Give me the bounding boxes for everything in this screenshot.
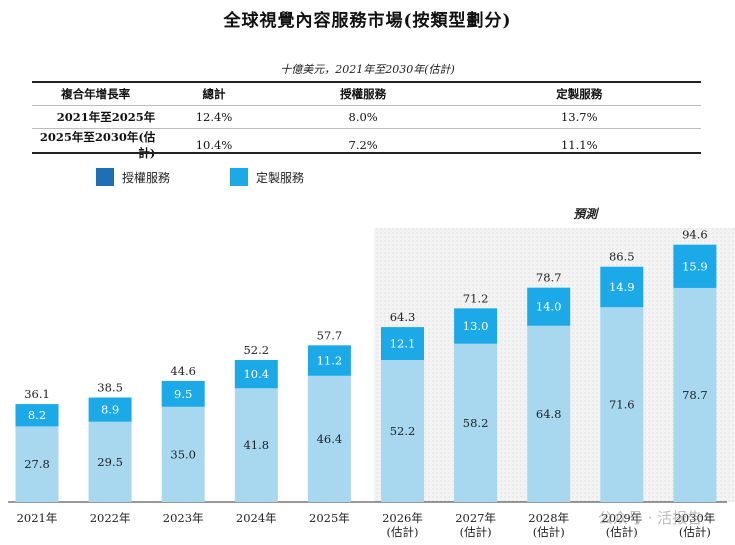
data-label-custom: 15.9 — [682, 259, 708, 273]
x-tick-label: 2024年 — [236, 511, 277, 525]
bar-custom — [15, 404, 59, 427]
data-label-total: 94.6 — [682, 228, 708, 242]
cagr-row: 2021年至2025年 12.4% 8.0% 13.7% — [32, 105, 701, 129]
bar-custom — [600, 266, 644, 308]
x-tick-label: 2030年 — [675, 511, 716, 525]
chart-legend: 授權服務 定製服務 — [96, 168, 304, 186]
bar-licensing — [88, 421, 132, 502]
data-label-total: 36.1 — [24, 387, 50, 401]
x-tick-label: 2023年 — [163, 511, 204, 525]
data-label-total: 52.2 — [243, 343, 269, 357]
data-label-licensing: 27.8 — [24, 457, 50, 471]
cagr-header-total: 總計 — [202, 87, 226, 101]
data-label-total: 64.3 — [390, 310, 416, 324]
watermark-text: 公众号 · 活报告 — [598, 509, 702, 527]
x-tick-label: 2027年 — [455, 511, 496, 525]
cagr-header-row: 複合年增長率 總計 授權服務 定製服務 — [32, 83, 701, 106]
data-label-total: 86.5 — [609, 250, 635, 264]
legend-swatch-licensing — [96, 168, 114, 186]
x-tick-label: 2029年 — [601, 511, 642, 525]
data-label-total: 78.7 — [536, 271, 562, 285]
bar-custom — [527, 287, 571, 326]
page-title: 全球視覺內容服務市場(按類型劃分) — [223, 11, 512, 31]
legend-item-custom: 定製服務 — [230, 168, 304, 186]
bar-custom — [381, 327, 424, 361]
data-label-custom: 9.5 — [174, 387, 192, 401]
data-label-licensing: 52.2 — [390, 424, 416, 438]
bar-licensing — [673, 287, 717, 502]
data-label-custom: 8.2 — [28, 408, 46, 422]
data-label-licensing: 35.0 — [170, 447, 196, 461]
legend-item-licensing: 授權服務 — [96, 168, 170, 186]
x-tick-label: (估計) — [606, 525, 638, 539]
cagr-header-custom: 定製服務 — [556, 87, 603, 101]
bar-licensing — [454, 343, 498, 502]
data-label-total: 57.7 — [317, 328, 343, 342]
x-tick-label: (估計) — [387, 525, 419, 539]
cagr-period: 2021年至2025年 — [32, 105, 160, 129]
cagr-licensing: 7.2% — [268, 128, 458, 161]
data-label-custom: 11.2 — [317, 354, 343, 368]
cagr-custom: 11.1% — [457, 128, 701, 161]
forecast-label: 預測 — [573, 207, 599, 221]
bar-licensing — [381, 360, 424, 502]
bar-licensing — [307, 375, 351, 502]
data-label-licensing: 71.6 — [609, 398, 635, 412]
data-label-custom: 12.1 — [390, 337, 416, 351]
bar-custom — [161, 380, 205, 407]
cagr-total: 12.4% — [159, 105, 269, 129]
data-label-custom: 14.0 — [536, 300, 562, 314]
bar-licensing — [527, 325, 571, 502]
unit-note: 十億美元，2021年至2030年(估計) — [280, 63, 455, 76]
bar-licensing — [161, 406, 205, 502]
data-label-licensing: 41.8 — [243, 438, 269, 452]
x-tick-label: (估計) — [460, 525, 492, 539]
x-tick-label: 2022年 — [90, 511, 131, 525]
cagr-header-licensing: 授權服務 — [340, 87, 387, 101]
x-tick-label: 2025年 — [309, 511, 350, 525]
data-label-total: 71.2 — [463, 291, 489, 305]
bar-licensing — [600, 307, 644, 502]
x-tick-label: (估計) — [533, 525, 565, 539]
data-label-total: 44.6 — [170, 364, 196, 378]
cagr-table: 複合年增長率 總計 授權服務 定製服務 2021年至2025年 12.4% 8.… — [32, 83, 701, 161]
cagr-total: 10.4% — [159, 128, 269, 161]
cagr-period: 2025年至2030年(估計) — [32, 128, 160, 161]
bar-custom — [234, 360, 278, 389]
table-bottom-rule — [32, 152, 701, 154]
data-label-custom: 8.9 — [101, 403, 119, 417]
legend-swatch-custom — [230, 168, 249, 186]
bar-licensing — [234, 388, 278, 502]
cagr-custom: 13.7% — [457, 105, 701, 129]
legend-label-custom: 定製服務 — [256, 170, 305, 185]
data-label-licensing: 78.7 — [682, 388, 708, 402]
data-label-custom: 10.4 — [243, 367, 269, 381]
data-label-licensing: 46.4 — [317, 432, 343, 446]
x-tick-label: 2021年 — [17, 511, 58, 525]
cagr-header-period: 複合年增長率 — [61, 87, 131, 101]
data-label-licensing: 64.8 — [536, 407, 562, 421]
bar-custom — [673, 244, 717, 288]
data-label-total: 38.5 — [97, 381, 123, 395]
bar-custom — [88, 397, 132, 422]
table-top-rule — [32, 81, 701, 83]
data-label-custom: 14.9 — [609, 280, 635, 294]
cagr-licensing: 8.0% — [268, 105, 458, 129]
x-tick-label: (估計) — [679, 525, 711, 539]
x-tick-label: 2026年 — [382, 511, 423, 525]
data-label-licensing: 58.2 — [463, 416, 489, 430]
cagr-row: 2025年至2030年(估計) 10.4% 7.2% 11.1% — [32, 128, 701, 161]
bar-custom — [454, 308, 498, 344]
data-label-custom: 13.0 — [463, 319, 489, 333]
bar-licensing — [15, 426, 59, 502]
x-tick-label: 2028年 — [528, 511, 569, 525]
data-label-licensing: 29.5 — [97, 455, 123, 469]
bar-custom — [307, 345, 351, 376]
legend-label-licensing: 授權服務 — [122, 170, 171, 185]
